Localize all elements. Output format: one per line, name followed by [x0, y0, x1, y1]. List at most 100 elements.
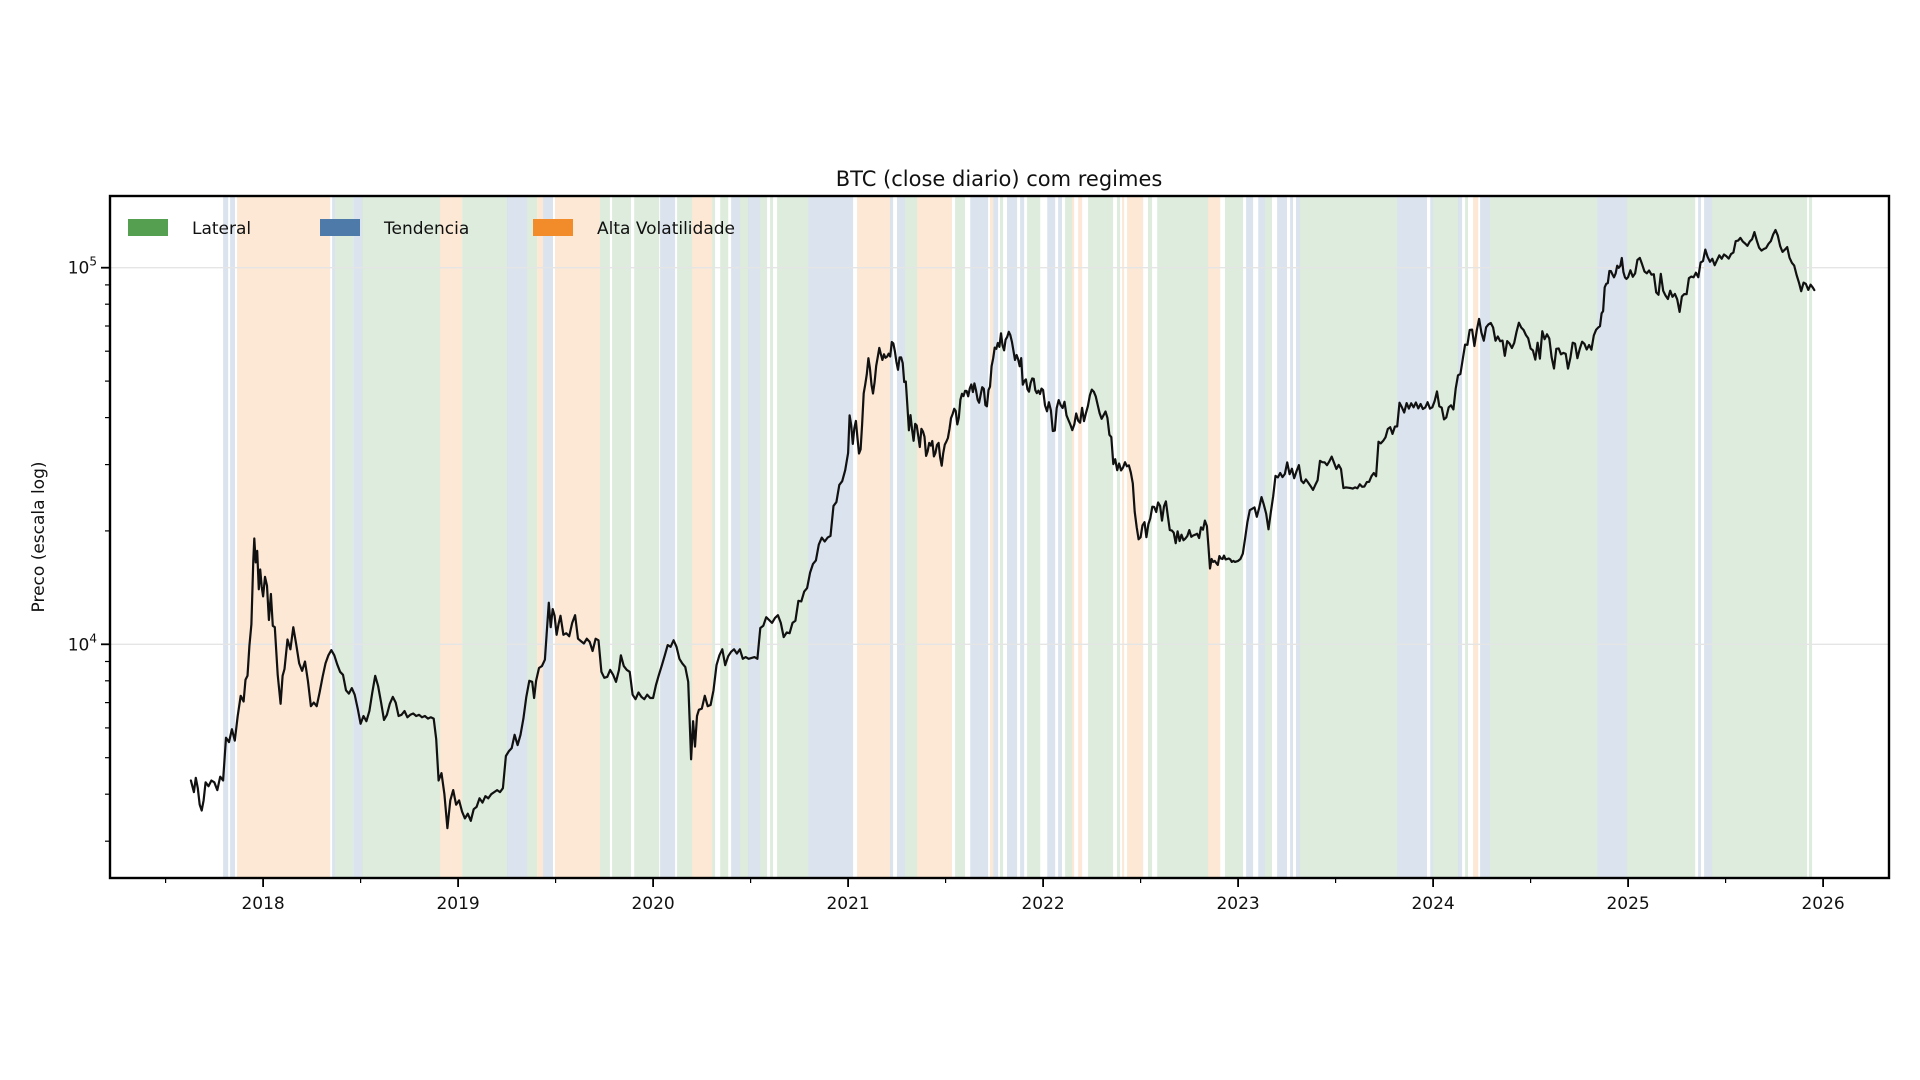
regime-band-alta-volatilidade [1078, 196, 1083, 878]
regime-band-tendencia [543, 196, 553, 878]
regime-band-lateral [1225, 196, 1244, 878]
regime-band-lateral [1627, 196, 1696, 878]
regime-band-lateral [712, 196, 716, 878]
regime-band-lateral [335, 196, 354, 878]
regime-band-lateral [1088, 196, 1114, 878]
regime-band-tendencia [1296, 196, 1301, 878]
y-axis-title: Preco (escala log) [29, 462, 49, 613]
regime-band-tendencia [1007, 196, 1018, 878]
regime-band-lateral [1065, 196, 1073, 878]
legend-swatch-tendencia [320, 219, 360, 236]
regime-band-tendencia [223, 196, 229, 878]
regime-band-lateral [770, 196, 773, 878]
x-tick-label: 2021 [826, 894, 869, 914]
x-tick-label: 2024 [1411, 894, 1454, 914]
regime-band-tendencia [1258, 196, 1265, 878]
regime-band-tendencia [507, 196, 528, 878]
regime-band-lateral [1117, 196, 1121, 878]
regime-band-lateral [1433, 196, 1459, 878]
regime-bands-layer [223, 196, 1813, 878]
y-tick-label: 105 [68, 255, 97, 279]
regime-band-tendencia [1290, 196, 1293, 878]
regime-band-tendencia [1480, 196, 1490, 878]
regime-band-tendencia [353, 196, 363, 878]
regime-band-lateral [777, 196, 809, 878]
regime-band-tendencia [1458, 196, 1463, 878]
y-tick-label: 104 [68, 631, 97, 655]
x-tick-label: 2019 [436, 894, 479, 914]
regime-band-alta-volatilidade [857, 196, 891, 878]
series-layer [189, 228, 1816, 830]
regime-band-tendencia [1047, 196, 1056, 878]
regime-band-alta-volatilidade [990, 196, 994, 878]
regime-band-lateral [634, 196, 660, 878]
regime-band-alta-volatilidade [917, 196, 952, 878]
regime-band-tendencia [1430, 196, 1434, 878]
x-tick-label: 2020 [631, 894, 674, 914]
regime-band-lateral [740, 196, 749, 878]
regime-band-tendencia [897, 196, 905, 878]
regime-band-tendencia [1246, 196, 1254, 878]
regime-band-lateral [720, 196, 729, 878]
regime-band-alta-volatilidade [440, 196, 463, 878]
regime-band-lateral [1000, 196, 1004, 878]
regime-band-tendencia [1020, 196, 1025, 878]
regime-band-alta-volatilidade [692, 196, 713, 878]
regime-band-tendencia [748, 196, 761, 878]
regime-band-tendencia [660, 196, 676, 878]
gridlines-layer [110, 267, 1889, 645]
x-tick-label: 2025 [1606, 894, 1649, 914]
x-tick-label: 2026 [1801, 894, 1844, 914]
legend-label-lateral: Lateral [192, 219, 251, 239]
regime-band-lateral [1300, 196, 1397, 878]
axes-layer: 2018 2019 2020 2021 2022 2023 2024 2025 2026 104 1… [68, 255, 1845, 914]
regime-band-lateral [612, 196, 631, 878]
regime-band-lateral [600, 196, 610, 878]
regime-band-lateral [905, 196, 918, 878]
regime-band-lateral [1490, 196, 1598, 878]
legend-label-alta-volatilidade: Alta Volatilidade [597, 219, 735, 239]
regime-band-lateral [1465, 196, 1468, 878]
regime-band-alta-volatilidade [1122, 196, 1125, 878]
legend: Lateral Tendencia Alta Volatilidade [128, 219, 735, 239]
regime-band-lateral [1809, 196, 1813, 878]
x-tick-label: 2022 [1021, 894, 1064, 914]
regime-band-lateral [527, 196, 537, 878]
regime-band-alta-volatilidade [1473, 196, 1479, 878]
regime-band-tendencia [1397, 196, 1427, 878]
regime-band-tendencia [731, 196, 741, 878]
regime-band-tendencia [1277, 196, 1287, 878]
regime-band-tendencia [1698, 196, 1701, 878]
regime-band-lateral [362, 196, 441, 878]
legend-swatch-lateral [128, 219, 168, 236]
regime-band-alta-volatilidade [1208, 196, 1221, 878]
x-tick-label: 2023 [1216, 894, 1259, 914]
regime-band-alta-volatilidade [1127, 196, 1144, 878]
legend-label-tendencia: Tendencia [383, 219, 469, 239]
regime-band-tendencia [1704, 196, 1713, 878]
regime-band-tendencia [1597, 196, 1628, 878]
regime-band-lateral [955, 196, 965, 878]
plot-border [108, 194, 1891, 880]
regime-band-lateral [1265, 196, 1272, 878]
regime-band-lateral [1148, 196, 1153, 878]
regime-band-lateral [1027, 196, 1041, 878]
chart-title: BTC (close diario) com regimes [836, 167, 1163, 191]
price-line [189, 228, 1816, 830]
regime-band-lateral [462, 196, 508, 878]
legend-swatch-alta-volatilidade [533, 219, 573, 236]
regime-band-alta-volatilidade [537, 196, 544, 878]
regime-band-tendencia [890, 196, 894, 878]
regime-band-alta-volatilidade [555, 196, 600, 878]
regime-band-tendencia [1058, 196, 1062, 878]
regime-band-tendencia [332, 196, 335, 878]
regime-band-lateral [760, 196, 768, 878]
regime-band-alta-volatilidade [237, 196, 331, 878]
x-tick-label: 2018 [241, 894, 284, 914]
regime-band-tendencia [970, 196, 989, 878]
regime-band-lateral [677, 196, 693, 878]
regime-band-tendencia [230, 196, 235, 878]
regime-band-lateral [1712, 196, 1808, 878]
